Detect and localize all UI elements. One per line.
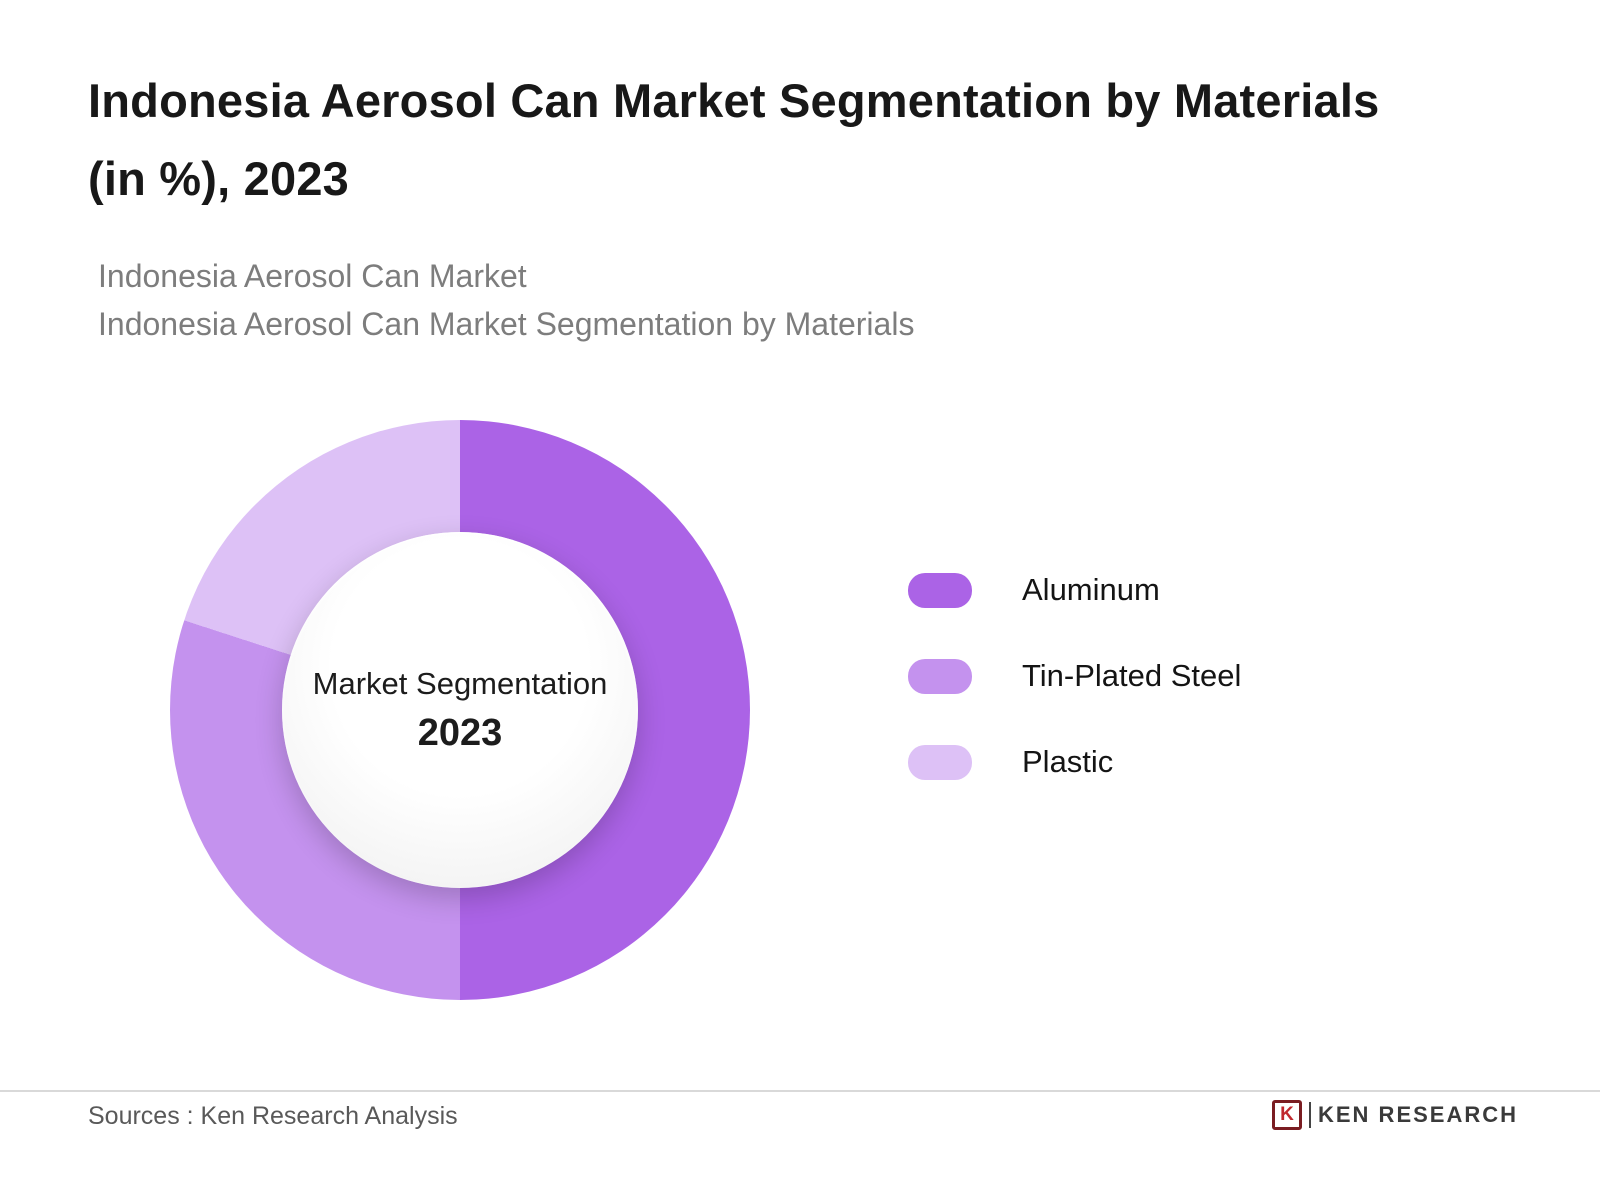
legend-label-tin-plated-steel: Tin-Plated Steel — [1022, 658, 1242, 693]
chart-legend: Aluminum Tin-Plated Steel Plastic — [908, 572, 1241, 780]
donut-chart: Market Segmentation 2023 — [170, 420, 750, 1000]
legend-swatch-aluminum — [908, 572, 972, 608]
page-title-line1: Indonesia Aerosol Can Market Segmentatio… — [88, 74, 1380, 127]
legend-label-plastic: Plastic — [1022, 744, 1114, 779]
page-title: Indonesia Aerosol Can Market Segmentatio… — [88, 62, 1528, 218]
legend-swatch-tin-plated-steel — [908, 658, 972, 694]
donut-center-year: 2023 — [417, 711, 503, 754]
brand-logo: K KEN RESEARCH — [1272, 1100, 1518, 1130]
legend-item-tin-plated-steel: Tin-Plated Steel — [908, 658, 1241, 694]
donut-center: Market Segmentation 2023 — [282, 532, 638, 888]
legend-item-plastic: Plastic — [908, 744, 1241, 780]
legend-label-aluminum: Aluminum — [1022, 572, 1160, 607]
footer-divider — [0, 1090, 1600, 1092]
donut-center-label: Market Segmentation — [312, 665, 608, 701]
source-text: Sources : Ken Research Analysis — [88, 1102, 458, 1130]
ken-research-logo-text: KEN RESEARCH — [1318, 1102, 1519, 1127]
page-subtitle-line2: Indonesia Aerosol Can Market Segmentatio… — [98, 306, 915, 342]
page-subtitle: Indonesia Aerosol Can Market Indonesia A… — [98, 252, 1298, 348]
legend-swatch-plastic — [908, 744, 972, 780]
ken-research-logo-icon: K — [1272, 1100, 1302, 1130]
logo-separator — [1309, 1102, 1311, 1128]
page-title-line2: (in %), 2023 — [88, 152, 349, 205]
legend-item-aluminum: Aluminum — [908, 572, 1241, 608]
page-subtitle-line1: Indonesia Aerosol Can Market — [98, 258, 527, 294]
